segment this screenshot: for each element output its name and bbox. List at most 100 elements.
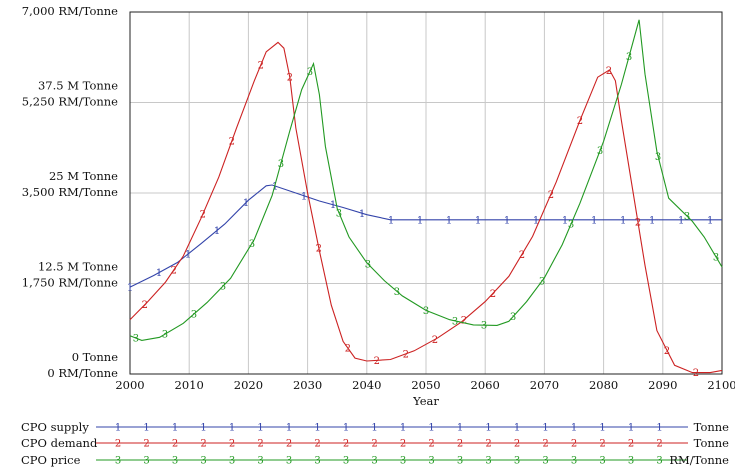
series-marker: 2: [693, 368, 699, 379]
legend-marker: 1: [656, 423, 662, 434]
legend-marker: 1: [571, 423, 577, 434]
legend-unit: RM/Tonne: [669, 453, 729, 467]
legend-marker: 2: [343, 439, 349, 450]
legend-marker: 3: [514, 456, 520, 467]
y-tick-label-price: 0 RM/Tonne: [47, 366, 118, 380]
legend-marker: 3: [257, 456, 263, 467]
legend-marker: 1: [314, 423, 320, 434]
legend-marker: 1: [200, 423, 206, 434]
y-tick-label-tonne: 0 Tonne: [72, 350, 118, 364]
series-marker: 3: [336, 208, 342, 219]
legend-marker: 3: [485, 456, 491, 467]
x-tick-label: 2060: [471, 378, 500, 392]
legend-marker: 2: [200, 439, 206, 450]
series-marker: 2: [142, 300, 148, 311]
legend-marker: 3: [343, 456, 349, 467]
series-marker: 1: [243, 198, 249, 209]
legend-marker: 1: [172, 423, 178, 434]
legend-marker: 1: [485, 423, 491, 434]
legend-marker: 2: [257, 439, 263, 450]
x-axis-ticks: 2000 2010 2020 2030 2040 2050 2060 2070 2080 2090…: [115, 378, 735, 392]
series-marker: 1: [620, 215, 626, 226]
series-marker: 2: [287, 73, 293, 84]
y-tick-label-price: 7,000 RM/Tonne: [22, 4, 118, 18]
legend-marker: 1: [400, 423, 406, 434]
legend-marker: 2: [314, 439, 320, 450]
series-marker: 2: [519, 250, 525, 261]
legend-marker: 2: [485, 439, 491, 450]
legend-marker: 1: [286, 423, 292, 434]
series-marker: 3: [713, 252, 719, 263]
series-marker: 1: [417, 215, 423, 226]
legend-unit: Tonne: [694, 436, 730, 450]
series-marker: 2: [316, 244, 322, 255]
series-marker: 1: [272, 182, 278, 193]
x-tick-label: 2070: [530, 378, 559, 392]
series-marker: 1: [504, 215, 510, 226]
y-tick-label-price: 5,250 RM/Tonne: [22, 95, 118, 109]
y-tick-label-price: 3,500 RM/Tonne: [22, 185, 118, 199]
series-marker: 1: [127, 283, 133, 294]
legend: CPO supply 1 1 1 1 1 1 1 1 1 1 1 1 1 1 1 1 1 1 1 1 Tonne CPO d…: [21, 420, 729, 467]
legend-marker: 3: [115, 456, 121, 467]
legend-marker: 2: [286, 439, 292, 450]
y-tick-label-tonne: 25 M Tonne: [49, 169, 118, 183]
series-line-1: [129, 184, 722, 288]
legend-marker: 1: [143, 423, 149, 434]
series-marker: 3: [278, 159, 284, 170]
series-marker: 1: [591, 215, 597, 226]
y-tick-label-tonne: 12.5 M Tonne: [38, 260, 118, 274]
legend-marker: 2: [371, 439, 377, 450]
legend-marker: 3: [542, 456, 548, 467]
series-marker: 3: [539, 276, 545, 287]
series-line-3: [129, 19, 723, 341]
series-marker: 3: [365, 260, 371, 271]
series-marker: 1: [185, 250, 191, 261]
legend-marker: 1: [371, 423, 377, 434]
legend-label: CPO price: [21, 453, 81, 467]
series-marker: 3: [249, 239, 255, 250]
legend-marker: 2: [229, 439, 235, 450]
legend-marker: 2: [143, 439, 149, 450]
legend-marker: 2: [656, 439, 662, 450]
legend-marker: 1: [115, 423, 121, 434]
x-tick-label: 2090: [648, 378, 677, 392]
legend-marker: 3: [656, 456, 662, 467]
x-tick-label: 2040: [352, 378, 381, 392]
legend-marker: 1: [542, 423, 548, 434]
y-axis-ticks: 0 Tonne 0 RM/Tonne 12.5 M Tonne 1,750 RM/To…: [22, 0, 118, 380]
legend-marker: 3: [571, 456, 577, 467]
legend-marker: 2: [115, 439, 121, 450]
series-marker: 1: [649, 215, 655, 226]
x-tick-label: 2020: [234, 378, 263, 392]
series-marker: 3: [220, 282, 226, 293]
legend-marker: 2: [172, 439, 178, 450]
y-tick-label-tonne: 50 M Tonne: [49, 0, 118, 2]
x-tick-label: 2000: [115, 378, 144, 392]
series-marker: 3: [133, 334, 139, 345]
series-marker: 3: [510, 312, 516, 323]
series-marker: 2: [664, 346, 670, 357]
x-tick-label: 2010: [175, 378, 204, 392]
legend-unit: Tonne: [694, 420, 730, 434]
series-marker: 2: [432, 335, 438, 346]
x-tick-label: 2030: [293, 378, 322, 392]
legend-marker: 2: [457, 439, 463, 450]
legend-marker: 2: [428, 439, 434, 450]
series-marker: 2: [374, 356, 380, 367]
series-marker: 1: [156, 268, 162, 279]
series-marker: 1: [562, 215, 568, 226]
series-line-2: [129, 41, 723, 374]
series-marker: 1: [301, 191, 307, 202]
series-marker: 2: [490, 289, 496, 300]
series-marker: 3: [568, 220, 574, 231]
series-marker: 2: [345, 344, 351, 355]
series-marker: 1: [388, 215, 394, 226]
series-marker: 3: [481, 321, 487, 332]
legend-marker: 3: [371, 456, 377, 467]
series-marker: 1: [475, 215, 481, 226]
legend-label: CPO demand: [21, 436, 98, 450]
legend-marker: 1: [457, 423, 463, 434]
